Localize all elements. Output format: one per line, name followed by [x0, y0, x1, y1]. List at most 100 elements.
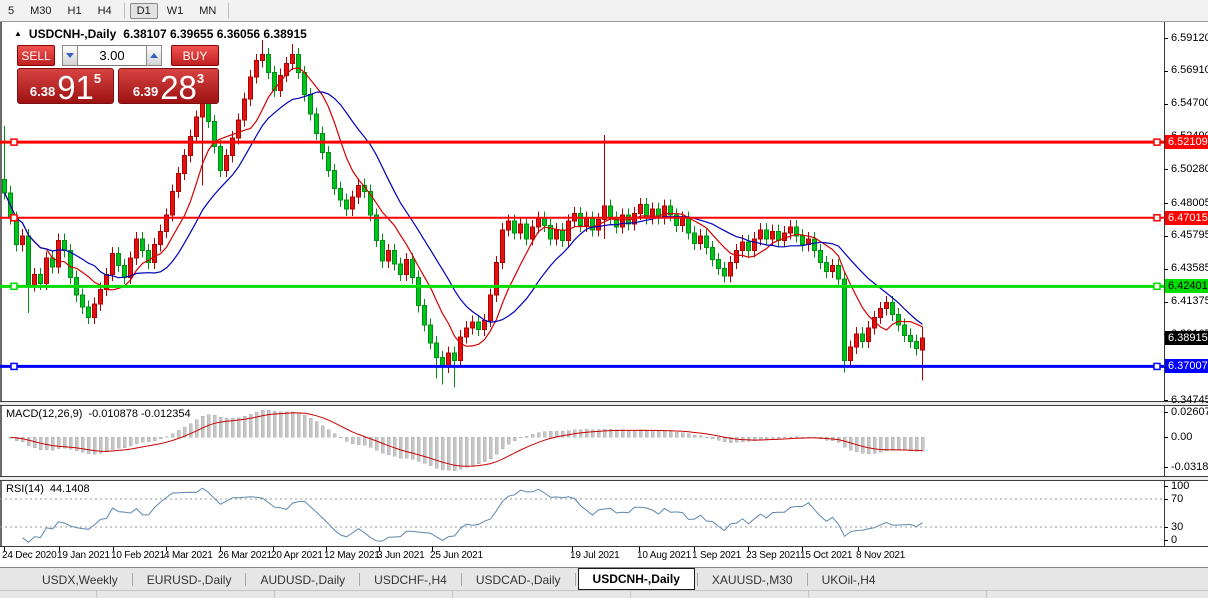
tab-separator — [245, 573, 247, 586]
date-axis-label: 8 Nov 2021 — [856, 550, 906, 561]
chart-tab-audusd-daily[interactable]: AUDUSD-,Daily — [260, 572, 346, 587]
timeframe-button-H4[interactable]: H4 — [97, 4, 112, 17]
volume-decrease-button[interactable] — [62, 45, 78, 66]
chart-ohlc-values: 6.38107 6.39655 6.36056 6.38915 — [123, 27, 307, 41]
current-price-tag[interactable]: 6.38915 — [1165, 331, 1208, 346]
buy-button[interactable]: BUY — [171, 45, 219, 66]
collapse-panel-arrow-icon[interactable]: ▲ — [14, 29, 22, 38]
macd-panel — [8, 410, 925, 471]
arrow-up-icon — [150, 53, 158, 58]
tab-separator — [806, 573, 808, 586]
line-handle[interactable] — [1153, 282, 1161, 291]
price-axis-tick — [1164, 70, 1168, 72]
date-axis-tick — [748, 547, 749, 551]
rsi-axis-label: 70 — [1171, 492, 1184, 505]
panel-divider — [0, 405, 1208, 406]
line-handle[interactable] — [10, 138, 18, 146]
date-axis-tick — [4, 547, 5, 551]
macd-label: MACD(12,26,9) -0.010878 -0.012354 — [6, 408, 191, 420]
date-axis-label: 19 Jan 2021 — [57, 550, 110, 561]
volume-increase-button[interactable] — [146, 45, 162, 66]
date-axis-label: 3 Jun 2021 — [377, 550, 425, 561]
tab-separator — [574, 573, 576, 586]
timeframe-button-D1[interactable]: D1 — [129, 2, 158, 19]
date-axis-tick — [858, 547, 859, 551]
panel-splitter[interactable] — [0, 477, 1208, 480]
timeframe-button-5[interactable]: 5 — [8, 4, 15, 17]
rsi-axis-tick — [1164, 527, 1168, 528]
date-axis-label: 4 Mar 2021 — [164, 550, 213, 561]
bottom-strip-tick — [808, 591, 809, 598]
sell-price-display[interactable]: 6.38 91 5 — [17, 68, 115, 104]
chart-tab-eurusd-daily[interactable]: EURUSD-,Daily — [146, 572, 232, 587]
price-axis-tick — [1164, 203, 1168, 205]
bottom-strip-tick — [452, 591, 453, 598]
date-axis-label: 19 Jul 2021 — [570, 550, 620, 561]
price-axis-border — [1164, 22, 1165, 546]
date-axis-label: 20 Apr 2021 — [271, 550, 323, 561]
rsi-axis-tick — [1164, 540, 1168, 541]
date-axis-tick — [379, 547, 380, 551]
date-axis-tick — [273, 547, 274, 551]
rsi-panel — [0, 487, 1164, 543]
ma-slow-line — [3, 91, 923, 325]
line-handle[interactable] — [10, 282, 18, 291]
macd-axis-label: -0.031872 — [1171, 460, 1208, 473]
date-axis-tick — [166, 547, 167, 551]
panel-divider — [0, 546, 1208, 547]
price-tag-6.42401[interactable]: 6.42401 — [1165, 279, 1208, 294]
timeframe-button-W1[interactable]: W1 — [166, 4, 184, 17]
price-axis-label: 6.59120 — [1171, 31, 1208, 44]
price-tag-6.47015[interactable]: 6.47015 — [1165, 210, 1208, 225]
buy-price-display[interactable]: 6.39 28 3 — [118, 68, 219, 104]
bottom-strip — [0, 590, 1208, 598]
timeframe-button-MN[interactable]: MN — [199, 4, 217, 17]
price-axis-tick — [1164, 268, 1168, 270]
macd-signal-line — [10, 412, 923, 467]
price-axis-tick — [1164, 103, 1168, 105]
arrow-down-icon — [66, 53, 74, 58]
macd-histogram — [8, 410, 925, 471]
chart-tab-usdcnh-daily[interactable]: USDCNH-,Daily — [577, 567, 695, 590]
chart-tab-xauusd-m30[interactable]: XAUUSD-,M30 — [711, 572, 793, 587]
panel-splitter[interactable] — [0, 402, 1208, 405]
timeframe-button-M30[interactable]: M30 — [30, 4, 52, 17]
date-axis-tick — [326, 547, 327, 551]
timeframe-button-H1[interactable]: H1 — [67, 4, 82, 17]
date-axis-label: 10 Feb 2021 — [111, 550, 165, 561]
date-axis-tick — [432, 547, 433, 551]
date-axis-tick — [694, 547, 695, 551]
line-handle[interactable] — [10, 214, 18, 222]
one-click-trading-panel: SELL 3.00 BUY 6.38 91 5 6.39 28 3 — [17, 45, 219, 104]
main-chart-panel — [0, 39, 1164, 388]
bottom-strip-tick — [96, 591, 97, 598]
ma-fast-line — [3, 67, 923, 347]
rsi-axis-tick — [1164, 499, 1168, 500]
price-axis-label: 6.50280 — [1171, 162, 1208, 175]
sell-button[interactable]: SELL — [17, 45, 55, 66]
chart-tab-usdx-weekly[interactable]: USDX,Weekly — [42, 572, 118, 587]
chart-tab-ukoil-h4[interactable]: UKOil-,H4 — [821, 572, 876, 587]
date-axis-label: 26 Mar 2021 — [218, 550, 272, 561]
line-handle[interactable] — [10, 362, 18, 371]
date-axis-label: 1 Sep 2021 — [692, 550, 742, 561]
date-axis-tick — [113, 547, 114, 551]
price-tag-6.37007[interactable]: 6.37007 — [1165, 359, 1208, 374]
chart-tab-usdcad-daily[interactable]: USDCAD-,Daily — [475, 572, 561, 587]
date-axis — [0, 547, 1208, 566]
price-tag-6.52109[interactable]: 6.52109 — [1165, 135, 1208, 150]
line-handle[interactable] — [1153, 214, 1161, 222]
line-handle[interactable] — [1153, 138, 1161, 146]
volume-input[interactable]: 3.00 — [78, 45, 146, 66]
panel-divider — [0, 480, 1208, 481]
price-axis-tick — [1164, 400, 1168, 402]
price-axis-label: 6.48005 — [1171, 196, 1208, 209]
price-axis-label: 6.34745 — [1171, 393, 1208, 406]
line-handle[interactable] — [1153, 362, 1161, 371]
macd-axis-tick — [1164, 437, 1168, 438]
price-axis-tick — [1164, 38, 1168, 39]
macd-axis-label: 0.00 — [1171, 430, 1193, 443]
panel-divider — [0, 401, 1208, 402]
chart-tab-usdchf-h4[interactable]: USDCHF-,H4 — [374, 572, 447, 587]
